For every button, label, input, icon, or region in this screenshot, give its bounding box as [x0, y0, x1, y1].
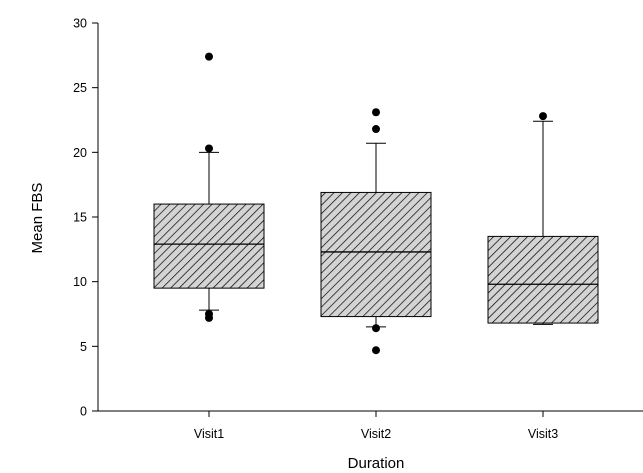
x-tick-label: Visit1	[194, 427, 224, 441]
outlier-point	[372, 324, 380, 333]
outlier-point	[205, 144, 213, 153]
outlier-point	[372, 346, 380, 355]
x-tick-label: Visit3	[528, 427, 558, 441]
y-tick-label: 5	[80, 340, 87, 354]
y-tick-label: 10	[73, 275, 87, 289]
box-visit2	[320, 108, 432, 355]
box-visit1	[153, 52, 265, 322]
outlier-point	[372, 108, 380, 117]
y-tick-label: 30	[73, 17, 87, 31]
y-tick-label: 0	[80, 405, 87, 419]
box-visit3	[487, 112, 599, 325]
box-body	[153, 203, 265, 289]
box-body	[487, 235, 599, 324]
y-tick-label: 15	[73, 211, 87, 225]
outlier-point	[372, 125, 380, 134]
x-tick-label: Visit2	[361, 427, 391, 441]
x-axis-title: Duration	[348, 455, 405, 472]
outlier-point	[205, 52, 213, 61]
box-body	[320, 191, 432, 318]
outlier-point	[205, 310, 213, 318]
y-axis-title: Mean FBS	[29, 183, 46, 254]
y-tick-label: 20	[73, 146, 87, 160]
y-tick-label: 25	[73, 81, 87, 95]
outlier-point	[539, 112, 547, 121]
